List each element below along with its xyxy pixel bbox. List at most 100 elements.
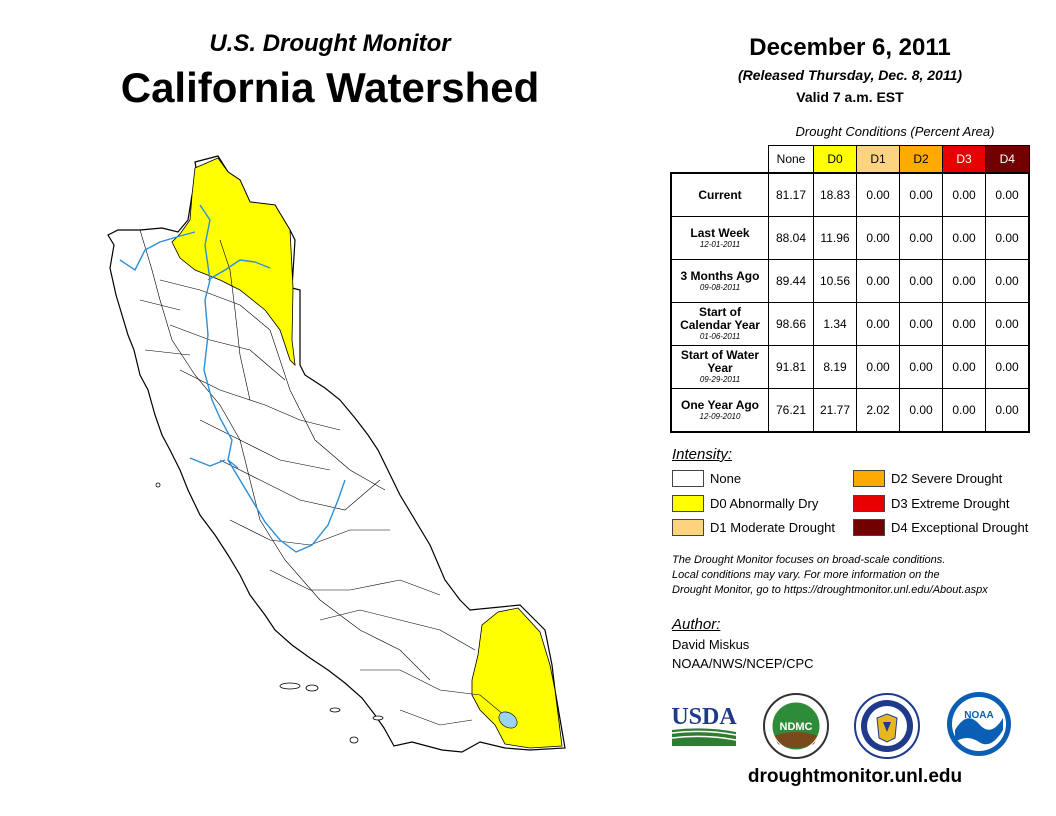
valid-time: Valid 7 a.m. EST xyxy=(796,89,904,105)
author-name: David Miskus xyxy=(672,637,750,652)
table-cell: 2.02 xyxy=(856,388,900,433)
legend-label: None xyxy=(710,471,742,486)
author-heading: Author: xyxy=(672,616,721,633)
legend-swatch xyxy=(853,495,885,512)
legend-label: D2 Severe Drought xyxy=(891,471,1003,486)
row-label-text: 3 Months Ago xyxy=(680,268,760,283)
column-header-none: None xyxy=(768,145,814,174)
table-cell: 76.21 xyxy=(768,388,814,433)
table-cell: 0.00 xyxy=(856,345,900,389)
rivers xyxy=(119,204,346,553)
table-cell: 1.34 xyxy=(813,302,857,346)
column-header-d4: D4 xyxy=(985,145,1030,174)
row-label: Last Week 12-01-2011 xyxy=(670,216,769,260)
ndmc-logo: NDMC xyxy=(763,693,829,759)
column-header-d3: D3 xyxy=(942,145,986,174)
usda-logo-text: USDA xyxy=(671,704,737,730)
table-cell: 0.00 xyxy=(899,345,943,389)
table-row: One Year Ago 12-09-2010 76.21 21.77 2.02 … xyxy=(670,388,1030,433)
table-cell: 10.56 xyxy=(813,259,857,303)
table-cell: 0.00 xyxy=(856,216,900,260)
column-header-d1: D1 xyxy=(856,145,900,174)
table-cell: 0.00 xyxy=(985,345,1030,389)
california-watershed-map xyxy=(107,155,566,753)
table-cell: 0.00 xyxy=(942,172,986,217)
row-label-text: Start of Water Year xyxy=(680,348,760,375)
drought-monitor-note: The Drought Monitor focuses on broad-sca… xyxy=(672,553,1032,598)
channel-islands xyxy=(155,482,384,744)
table-cell: 11.96 xyxy=(813,216,857,260)
table-cell: 8.19 xyxy=(813,345,857,389)
table-row: Current 81.17 18.83 0.00 0.00 0.00 0.00 xyxy=(670,172,1030,217)
d0-region-south xyxy=(471,607,563,749)
table-cell: 88.04 xyxy=(768,216,814,260)
row-date: 09-08-2011 xyxy=(699,282,741,292)
table-cell: 0.00 xyxy=(942,302,986,346)
table-row: Start of Water Year 09-29-2011 91.81 8.19… xyxy=(670,345,1030,389)
drought-conditions-table: None D0 D1 D2 D3 D4 Current 81.17 18.83 … xyxy=(670,145,1030,433)
legend-label: D3 Extreme Drought xyxy=(891,496,1010,511)
row-label: One Year Ago 12-09-2010 xyxy=(670,388,769,433)
commerce-seal-logo xyxy=(854,693,920,759)
noaa-logo-text: NOAA xyxy=(964,710,993,721)
author-organization: NOAA/NWS/NCEP/CPC xyxy=(672,656,814,671)
legend-swatch xyxy=(672,495,704,512)
row-date: 12-01-2011 xyxy=(699,239,741,249)
row-label: 3 Months Ago 09-08-2011 xyxy=(670,259,769,303)
note-line: Drought Monitor, go to https://droughtmo… xyxy=(672,584,988,596)
salton-sea-lake xyxy=(498,711,518,729)
column-header-d2: D2 xyxy=(899,145,943,174)
table-cell: 0.00 xyxy=(899,216,943,260)
table-cell: 0.00 xyxy=(899,302,943,346)
table-cell: 0.00 xyxy=(985,216,1030,260)
row-date: 09-29-2011 xyxy=(699,375,741,384)
usda-logo: USDA xyxy=(671,704,737,746)
table-cell: 89.44 xyxy=(768,259,814,303)
table-cell: 0.00 xyxy=(899,388,943,433)
legend-swatch xyxy=(853,519,885,536)
table-cell: 0.00 xyxy=(942,216,986,260)
row-label-text: Current xyxy=(698,187,742,202)
table-cell: 91.81 xyxy=(768,345,814,389)
table-row: Last Week 12-01-2011 88.04 11.96 0.00 0.0… xyxy=(670,216,1030,260)
watershed-outline xyxy=(107,155,566,753)
table-cell: 21.77 xyxy=(813,388,857,433)
map-title: California Watershed xyxy=(120,64,540,111)
table-cell: 0.00 xyxy=(942,345,986,389)
table-cell: 0.00 xyxy=(985,259,1030,303)
legend-title: Intensity: xyxy=(672,446,733,463)
legend-label: D4 Exceptional Drought xyxy=(891,520,1029,535)
table-cell: 0.00 xyxy=(856,259,900,303)
note-line: The Drought Monitor focuses on broad-sca… xyxy=(672,554,946,566)
column-header-d0: D0 xyxy=(813,145,857,174)
footer-website-link[interactable]: droughtmonitor.unl.edu xyxy=(747,766,963,787)
row-label-text: Last Week xyxy=(690,225,750,240)
ndmc-logo-text: NDMC xyxy=(780,721,813,733)
legend-swatch xyxy=(672,470,704,487)
legend-swatch xyxy=(853,470,885,487)
row-label: Start of Water Year 09-29-2011 xyxy=(670,345,769,389)
table-caption: Drought Conditions (Percent Area) xyxy=(795,124,995,139)
table-cell: 0.00 xyxy=(856,172,900,217)
table-cell: 0.00 xyxy=(899,172,943,217)
map-date: December 6, 2011 xyxy=(749,34,951,61)
legend-label: D1 Moderate Drought xyxy=(710,520,836,535)
table-cell: 98.66 xyxy=(768,302,814,346)
table-header-row: None D0 D1 D2 D3 D4 xyxy=(671,145,1030,174)
table-cell: 0.00 xyxy=(899,259,943,303)
table-cell: 18.83 xyxy=(813,172,857,217)
table-row: 3 Months Ago 09-08-2011 89.44 10.56 0.00 … xyxy=(670,259,1030,303)
table-cell: 0.00 xyxy=(985,302,1030,346)
legend-label: D0 Abnormally Dry xyxy=(710,496,819,511)
table-cell: 0.00 xyxy=(942,259,986,303)
row-date: 12-09-2010 xyxy=(699,411,741,421)
row-label: Current xyxy=(670,172,769,217)
table-cell: 0.00 xyxy=(856,302,900,346)
row-date: 01-06-2011 xyxy=(699,332,741,341)
table-cell: 0.00 xyxy=(985,172,1030,217)
row-label-text: Start of Calendar Year xyxy=(680,305,760,332)
map-subtitle: U.S. Drought Monitor xyxy=(209,30,451,57)
table-cell: 0.00 xyxy=(942,388,986,433)
table-cell: 0.00 xyxy=(985,388,1030,433)
watershed-boundaries xyxy=(139,229,511,726)
